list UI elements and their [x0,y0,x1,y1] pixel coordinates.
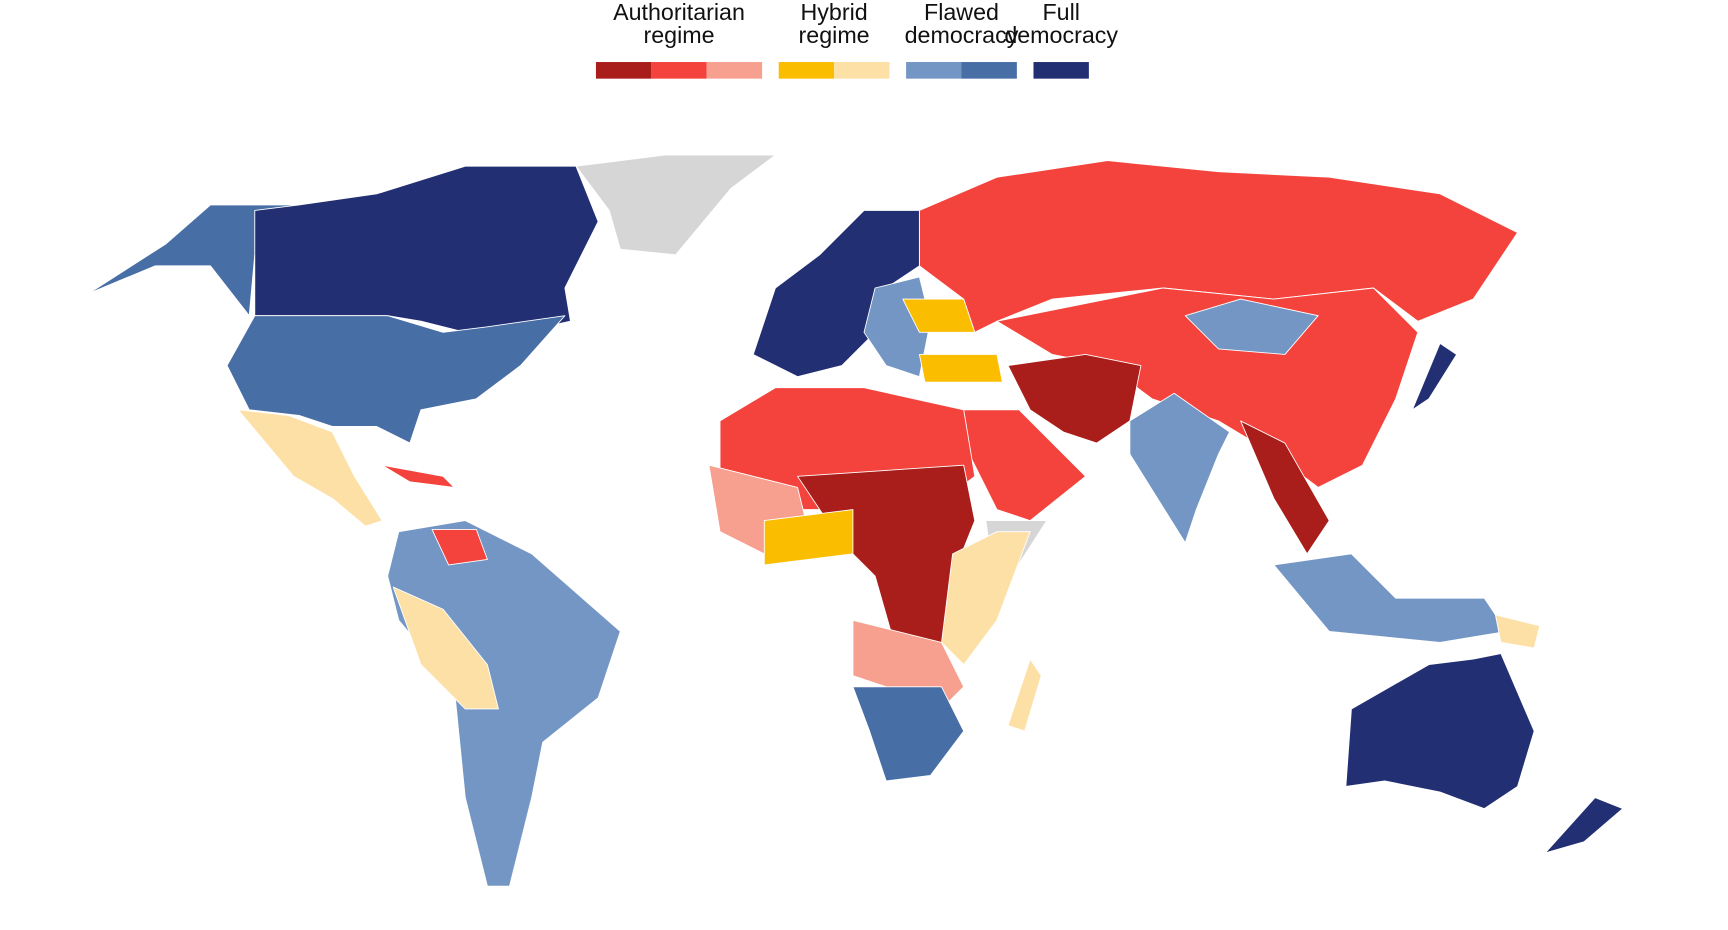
venezuela [431,529,488,566]
legend-label: regime [643,22,714,48]
japan [1411,342,1458,411]
madagascar [1007,658,1042,732]
legend-label: Full [1042,0,1079,25]
indonesia [1273,553,1507,643]
papua-new-guinea [1494,614,1541,649]
greenland [575,154,776,256]
turkey [918,354,1003,383]
australia [1345,653,1535,810]
south-africa [852,686,965,782]
legend-swatch [1033,62,1089,79]
mongolia [1184,298,1319,355]
nigeria-ghana [763,509,854,566]
western-europe [752,210,920,378]
new-zealand [1544,797,1624,854]
legend-swatch [595,62,652,79]
legend-swatch [651,62,707,79]
legend-label: Hybrid [801,0,868,25]
legend-swatch [961,62,1017,79]
india [1129,392,1230,544]
andes-hybrid [392,586,499,710]
legend: AuthoritarianregimeHybridregimeFlaweddem… [595,0,1118,79]
legend-label: Authoritarian [613,0,745,25]
cuba [381,464,455,488]
legend-swatch [834,62,890,79]
mexico-central-america [237,409,383,527]
southeast-asia [1240,420,1330,555]
legend-label: democracy [905,22,1019,48]
legend-swatch [706,62,763,79]
iran-afghanistan [1007,354,1142,444]
legend-label: regime [799,22,870,48]
legend-swatch [906,62,962,79]
canada [254,165,599,333]
usa [226,315,566,444]
legend-label: Flawed [924,0,999,25]
south-america [387,520,621,887]
legend-swatch [778,62,835,79]
legend-label: democracy [1004,22,1118,48]
ukraine [902,298,976,333]
world-map [88,154,1624,887]
